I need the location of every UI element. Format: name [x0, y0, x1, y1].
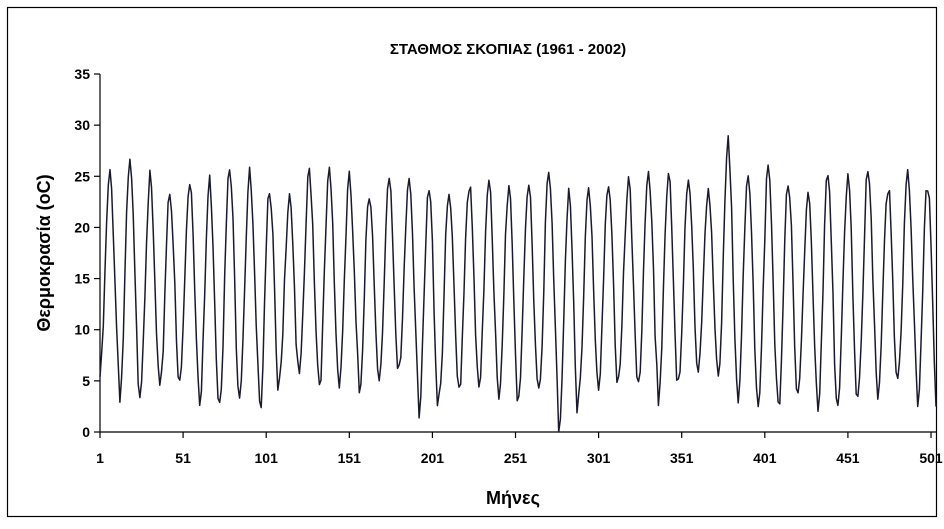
x-tick-label: 51	[175, 450, 191, 466]
y-tick-label: 35	[74, 66, 90, 82]
y-tick-label: 10	[74, 322, 90, 338]
x-tick-label: 201	[421, 450, 445, 466]
chart-border	[6, 6, 938, 518]
chart-title: ΣΤΑΘΜΟΣ ΣΚΟΠΙΑΣ (1961 - 2002)	[390, 41, 626, 58]
y-axis-ticks: 0 5 10 15 20 25 30 35	[74, 66, 100, 440]
y-tick-label: 25	[74, 168, 90, 184]
x-tick-label: 501	[919, 450, 943, 466]
x-tick-label: 301	[587, 450, 611, 466]
x-tick-label: 451	[836, 450, 860, 466]
y-tick-label: 20	[74, 219, 90, 235]
x-tick-label: 351	[670, 450, 694, 466]
y-tick-label: 5	[82, 373, 90, 389]
x-tick-label: 1	[96, 450, 104, 466]
x-tick-label: 251	[504, 450, 528, 466]
x-tick-label: 101	[255, 450, 279, 466]
x-axis-title: Μήνες	[486, 488, 540, 508]
y-tick-label: 30	[74, 117, 90, 133]
temperature-series-line	[99, 135, 937, 433]
x-tick-label: 151	[338, 450, 362, 466]
y-tick-label: 0	[82, 424, 90, 440]
x-axis-ticks: 1 51 101 151 201 251 301 351 401 451 501	[96, 432, 943, 466]
y-axis-title: Θερμοκρασία (oC)	[34, 174, 54, 331]
y-tick-label: 15	[74, 271, 90, 287]
x-tick-label: 401	[753, 450, 777, 466]
